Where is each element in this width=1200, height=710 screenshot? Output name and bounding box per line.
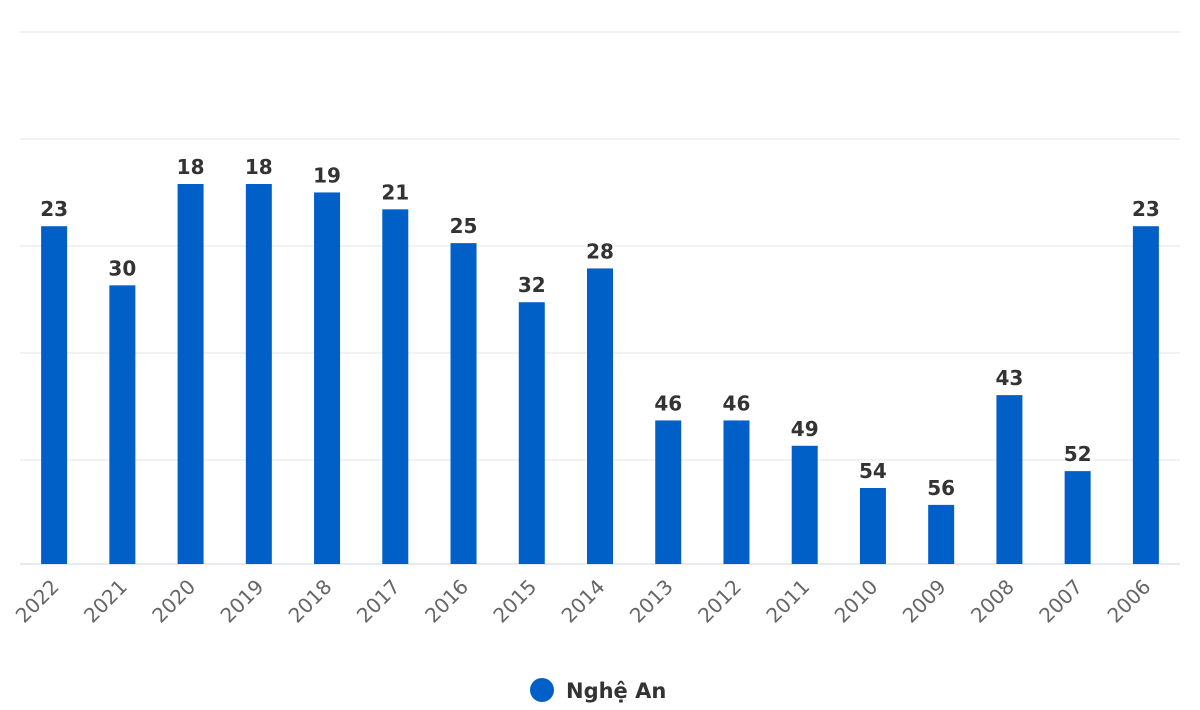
bar-2009[interactable] [928, 504, 955, 564]
data-label-2013: 46 [654, 391, 682, 415]
data-label-2016: 25 [450, 214, 478, 238]
bar-2011[interactable] [791, 445, 818, 564]
bar-2019[interactable] [245, 184, 272, 564]
bar-2021[interactable] [109, 285, 136, 564]
bar-2007[interactable] [1064, 471, 1091, 564]
x-tick-2022: 2022 [11, 575, 64, 628]
x-tick-2006: 2006 [1102, 575, 1155, 628]
x-tick-2017: 2017 [352, 575, 405, 628]
bar-2020[interactable] [177, 184, 204, 564]
legend-label[interactable]: Nghệ An [566, 679, 666, 703]
data-label-2014: 28 [586, 239, 614, 263]
x-tick-2015: 2015 [488, 575, 541, 628]
bar-2008[interactable] [996, 395, 1023, 564]
x-tick-2019: 2019 [215, 575, 268, 628]
bar-2006[interactable] [1132, 226, 1159, 564]
bar-2015[interactable] [518, 302, 545, 564]
x-tick-2013: 2013 [625, 575, 678, 628]
data-labels: 23 30 18 18 19 21 25 32 28 46 46 49 54 56 43 52 23 [40, 155, 1160, 500]
data-label-2022: 23 [40, 197, 68, 221]
data-label-2010: 54 [859, 459, 887, 483]
data-label-2008: 43 [995, 366, 1023, 390]
x-tick-2012: 2012 [693, 575, 746, 628]
legend-swatch-icon[interactable] [530, 678, 554, 702]
x-tick-2018: 2018 [284, 575, 337, 628]
legend[interactable]: Nghệ An [530, 678, 666, 703]
data-label-2011: 49 [791, 417, 819, 441]
x-tick-2021: 2021 [79, 575, 132, 628]
bar-2016[interactable] [450, 243, 477, 564]
data-label-2019: 18 [245, 155, 273, 179]
bar-series [41, 184, 1159, 565]
x-tick-2009: 2009 [898, 575, 951, 628]
bar-2018[interactable] [314, 192, 341, 564]
data-label-2018: 19 [313, 163, 341, 187]
bar-2017[interactable] [382, 209, 409, 565]
x-tick-2016: 2016 [420, 575, 473, 628]
data-label-2007: 52 [1064, 442, 1092, 466]
x-tick-2014: 2014 [557, 575, 610, 628]
x-tick-2010: 2010 [830, 575, 883, 628]
bar-2014[interactable] [587, 268, 613, 564]
x-tick-2011: 2011 [761, 575, 814, 628]
x-tick-2007: 2007 [1034, 575, 1087, 628]
data-label-2009: 56 [927, 476, 955, 500]
bar-2022[interactable] [41, 226, 68, 564]
data-label-2021: 30 [108, 256, 136, 280]
data-label-2020: 18 [177, 155, 205, 179]
x-tick-2008: 2008 [966, 575, 1019, 628]
data-label-2017: 21 [381, 180, 409, 204]
data-label-2012: 46 [723, 391, 751, 415]
bar-2012[interactable] [723, 420, 750, 564]
bar-2013[interactable] [655, 420, 682, 564]
data-label-2015: 32 [518, 273, 546, 297]
bar-2010[interactable] [859, 488, 886, 564]
data-label-2006: 23 [1132, 197, 1160, 221]
x-tick-2020: 2020 [147, 575, 200, 628]
x-axis-ticks: 2022 2021 2020 2019 2018 2017 2016 2015 2014 2013… [11, 575, 1156, 628]
